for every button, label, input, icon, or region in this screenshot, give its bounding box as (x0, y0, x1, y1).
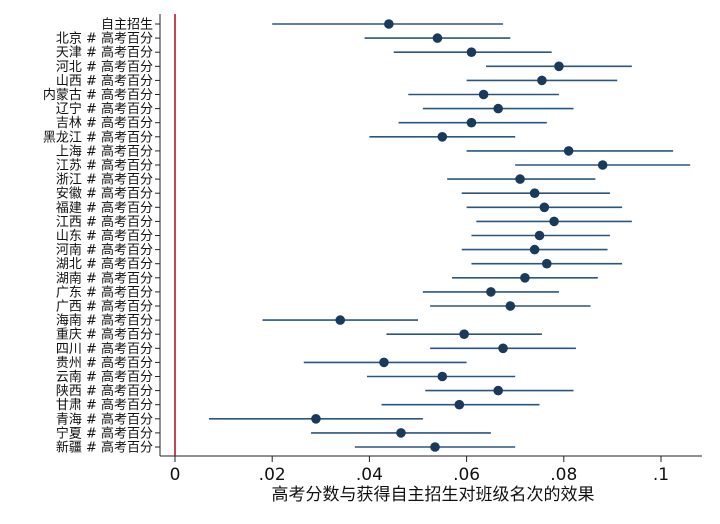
point-estimate (437, 132, 448, 142)
point-estimate (466, 47, 477, 57)
point-estimate (478, 89, 489, 100)
point-estimate (311, 414, 321, 424)
y-tick-label: 湖南 # 高考百分 (56, 270, 153, 286)
point-estimate (384, 19, 394, 29)
point-estimate (534, 230, 545, 241)
x-tick-label: .02 (259, 465, 286, 485)
point-estimate (505, 301, 516, 311)
point-estimate (541, 258, 552, 269)
y-tick-label: 黑龙江 # 高考百分 (43, 129, 153, 145)
x-ticks: 0 .02 .04 .06 .08 .1 (170, 456, 669, 485)
y-tick-label: 吉林 # 高考百分 (56, 115, 153, 131)
y-tick-label: 广东 # 高考百分 (56, 284, 153, 300)
x-tick-label: .04 (356, 465, 383, 485)
y-tick-label: 山东 # 高考百分 (56, 228, 153, 244)
point-estimate (515, 174, 525, 184)
x-axis-label: 高考分数与获得自主招生对班级名次的效果 (272, 485, 595, 505)
x-tick-label: 0 (170, 465, 181, 485)
y-tick-label: 云南 # 高考百分 (56, 369, 153, 385)
y-tick-label: 新疆 # 高考百分 (56, 440, 153, 456)
y-tick-label: 广西 # 高考百分 (56, 299, 153, 315)
y-tick-label: 宁夏 # 高考百分 (56, 425, 153, 441)
y-tick-label: 重庆 # 高考百分 (56, 327, 153, 343)
point-estimate (454, 399, 465, 410)
point-estimates (311, 19, 608, 452)
point-estimate (554, 61, 564, 72)
point-estimate (520, 273, 530, 283)
y-tick-label: 河北 # 高考百分 (56, 59, 153, 75)
point-estimate (486, 287, 496, 297)
y-tick-label: 福建 # 高考百分 (56, 200, 153, 216)
y-tick-label: 贵州 # 高考百分 (56, 355, 153, 371)
point-estimate (563, 146, 574, 156)
x-tick-label: .08 (550, 465, 577, 485)
y-tick-label: 陕西 # 高考百分 (56, 383, 153, 399)
y-tick-label: 湖北 # 高考百分 (56, 256, 153, 272)
y-tick-label: 自主招生 (101, 18, 153, 33)
y-tick-label: 天津 # 高考百分 (56, 45, 153, 61)
y-tick-label: 内蒙古 # 高考百分 (43, 87, 153, 103)
point-estimate (430, 442, 440, 452)
point-estimate (432, 33, 443, 43)
point-estimate (498, 343, 508, 354)
y-tick-label: 安徽 # 高考百分 (56, 186, 153, 202)
y-tick-label: 浙江 # 高考百分 (56, 172, 153, 188)
point-estimate (549, 216, 559, 227)
y-tick-label: 江苏 # 高考百分 (56, 158, 153, 174)
point-estimate (396, 428, 406, 438)
plot-area (160, 14, 702, 456)
point-estimate (466, 117, 477, 128)
y-tick-label: 北京 # 高考百分 (56, 31, 153, 47)
y-tick-label: 江西 # 高考百分 (56, 214, 153, 230)
point-estimate (539, 202, 550, 213)
point-estimate (493, 385, 503, 396)
point-estimate (529, 188, 540, 198)
point-estimate (437, 371, 448, 382)
point-estimate (379, 357, 389, 368)
y-tick-label: 四川 # 高考百分 (56, 341, 153, 357)
y-tick-label: 海南 # 高考百分 (56, 313, 153, 329)
point-estimate (529, 244, 540, 255)
point-estimate (537, 75, 547, 86)
y-tick-label: 上海 # 高考百分 (56, 143, 153, 159)
y-tick-label: 山西 # 高考百分 (56, 73, 153, 89)
y-tick-label: 辽宁 # 高考百分 (56, 101, 153, 117)
point-estimate (493, 103, 503, 114)
point-estimate (459, 329, 469, 340)
y-tick-label: 甘肃 # 高考百分 (56, 397, 153, 413)
x-tick-label: .06 (453, 465, 480, 485)
point-estimate (597, 160, 608, 170)
y-tick-label: 青海 # 高考百分 (56, 411, 153, 427)
point-estimate (335, 315, 346, 325)
y-tick-label: 河南 # 高考百分 (56, 242, 153, 258)
x-tick-label: .1 (653, 465, 669, 485)
